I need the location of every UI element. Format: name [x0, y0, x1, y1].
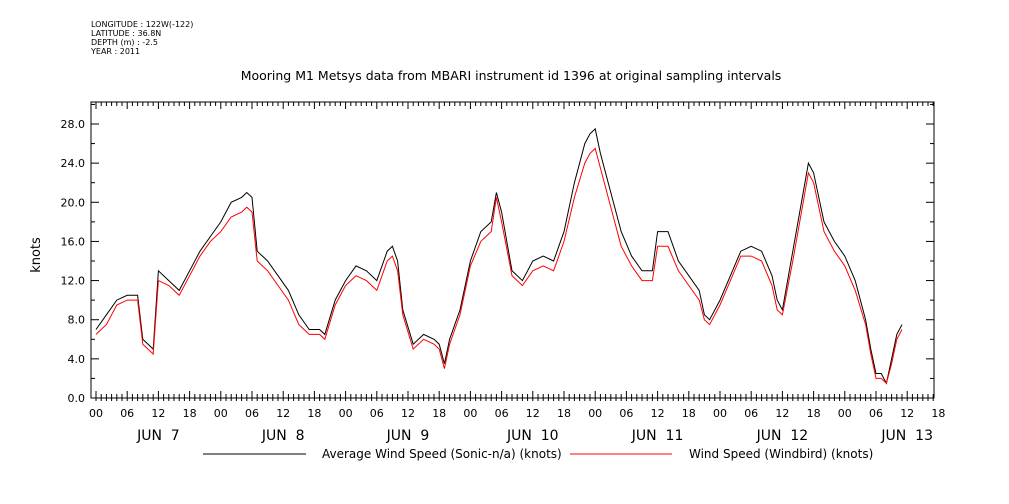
x-day-label: JUN 13: [880, 428, 933, 444]
x-hour-label: 18: [307, 407, 321, 420]
y-tick-label: 28.0: [61, 118, 86, 131]
series-line-sonic: [95, 127, 903, 385]
y-tick-labels: 0.0 4.0 8.0 12.0 16.0 20.0 24.0 28.0: [61, 118, 86, 405]
x-hour-label: 06: [495, 407, 509, 420]
legend-label-sonic: Average Wind Speed (Sonic-n/a) (knots): [322, 447, 562, 461]
x-hour-label: 00: [214, 407, 228, 420]
x-day-label: JUN 12: [756, 428, 809, 444]
x-hour-label: 18: [432, 407, 446, 420]
x-hour-label: 12: [526, 407, 540, 420]
x-day-label: JUN 8: [261, 428, 305, 444]
x-hour-label: 12: [775, 407, 789, 420]
x-hour-label: 12: [651, 407, 665, 420]
x-day-label: JUN 9: [386, 428, 430, 444]
x-hour-label: 12: [151, 407, 165, 420]
y-axis-label: knots: [29, 237, 44, 273]
x-hour-label: 12: [276, 407, 290, 420]
y-tick-label: 0.0: [68, 392, 86, 405]
x-hour-label: 06: [370, 407, 384, 420]
y-tick-label: 12.0: [61, 275, 86, 288]
y-tick-label: 24.0: [61, 157, 86, 170]
x-hour-label: 12: [401, 407, 415, 420]
axis-ticks: [91, 102, 934, 401]
x-hour-label: 00: [339, 407, 353, 420]
x-hour-label: 06: [869, 407, 883, 420]
series-line-windbird: [95, 147, 903, 385]
x-hour-label: 18: [183, 407, 197, 420]
x-hour-label: 18: [557, 407, 571, 420]
x-hour-label: 00: [838, 407, 852, 420]
x-hour-label: 00: [588, 407, 602, 420]
year-text: YEAR : 2011: [91, 47, 141, 56]
x-hour-label: 00: [89, 407, 103, 420]
legend-label-windbird: Wind Speed (Windbird) (knots): [689, 447, 873, 461]
y-tick-label: 20.0: [61, 196, 86, 209]
x-hour-label: 00: [463, 407, 477, 420]
x-hour-labels: 00 06 12 18 00 06 12 18 00 06 12 18 00 06 12 18 00 06 12 18…: [89, 407, 945, 420]
x-hour-label: 18: [807, 407, 821, 420]
x-hour-label: 18: [931, 407, 945, 420]
longitude-text: LONGITUDE : 122W(-122): [91, 20, 194, 29]
depth-text: DEPTH (m) : -2.5: [91, 38, 158, 47]
x-day-labels: JUN 7 JUN 8 JUN 9 JUN 10 JUN 11 JUN 12 JUN 13: [136, 428, 933, 444]
x-hour-label: 06: [744, 407, 758, 420]
metadata-block: LONGITUDE : 122W(-122) LATITUDE : 36.8N …: [91, 20, 193, 56]
x-day-label: JUN 7: [136, 428, 180, 444]
y-tick-label: 4.0: [68, 353, 86, 366]
latitude-text: LATITUDE : 36.8N: [91, 29, 162, 38]
x-day-label: JUN 10: [506, 428, 559, 444]
chart-title: Mooring M1 Metsys data from MBARI instru…: [241, 68, 782, 83]
y-tick-label: 16.0: [61, 235, 86, 248]
x-hour-label: 18: [682, 407, 696, 420]
x-hour-label: 06: [120, 407, 134, 420]
x-hour-label: 00: [713, 407, 727, 420]
y-tick-label: 8.0: [68, 314, 86, 327]
x-day-label: JUN 11: [631, 428, 684, 444]
x-hour-label: 06: [619, 407, 633, 420]
x-hour-label: 12: [900, 407, 914, 420]
series-lines: [95, 127, 903, 385]
legend: Average Wind Speed (Sonic-n/a) (knots) W…: [203, 447, 873, 461]
x-hour-label: 06: [245, 407, 259, 420]
plot-frame: [90, 101, 935, 399]
